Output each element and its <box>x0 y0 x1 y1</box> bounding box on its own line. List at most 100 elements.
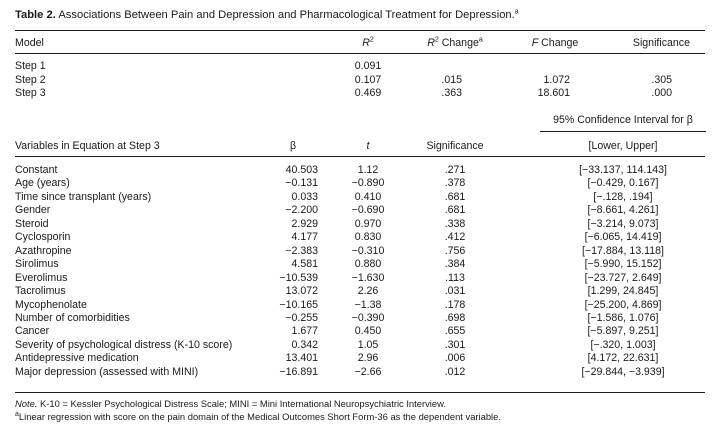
header-variables: Variables in Equation at Step 3 <box>15 140 160 152</box>
variable-beta: 0.033 <box>291 190 318 203</box>
header-significance-2: Significance <box>426 140 484 152</box>
variable-significance: .006 <box>444 352 466 365</box>
variable-ci: [−1.586, 1.076] <box>587 311 659 324</box>
variable-ci: [−17.884, 13.118] <box>582 244 664 257</box>
variable-beta: −10.165 <box>279 298 318 311</box>
variable-t: 0.450 <box>354 325 382 338</box>
variable-beta: −16.891 <box>279 365 318 378</box>
variable-significance: .756 <box>444 244 466 257</box>
variable-beta: 40.503 <box>285 164 318 176</box>
variable-name: Number of comorbidities <box>15 311 130 324</box>
variable-significance: .384 <box>444 258 466 271</box>
variable-name: Cancer <box>15 325 50 338</box>
variable-ci: [4.172, 22.631] <box>587 352 659 365</box>
variable-ci: [−33.137, 114.143] <box>579 164 667 176</box>
variable-t: 1.12 <box>357 164 379 176</box>
variable-beta: 13.401 <box>285 352 318 365</box>
variable-name: Time since transplant (years) <box>15 190 152 203</box>
header-rule <box>15 53 705 54</box>
variable-name: Mycophenolate <box>15 298 87 311</box>
table-title: Table 2. Associations Between Pain and D… <box>15 8 519 21</box>
variable-t: −0.890 <box>351 177 385 190</box>
variable-significance: .655 <box>444 325 466 338</box>
variable-t: −2.66 <box>354 365 382 378</box>
variable-ci: [−29.844, −3.939] <box>581 365 665 378</box>
variable-beta: 4.177 <box>291 231 318 244</box>
variable-t: −1.630 <box>351 271 385 284</box>
variable-name: Tacrolimus <box>15 285 66 298</box>
table-number: Table 2. <box>15 9 56 21</box>
header-r2-change: R2 Changea <box>427 36 483 49</box>
header-significance: Significance <box>632 37 690 49</box>
variable-ci: [−6.065, 14.419] <box>584 231 662 244</box>
variable-beta: 4.581 <box>291 258 318 271</box>
variable-name: Everolimus <box>15 271 68 284</box>
step-r2-change: .015 <box>441 73 462 86</box>
variable-t: 0.410 <box>354 190 382 203</box>
variable-name: Severity of psychological distress (K-10… <box>15 338 233 351</box>
header-model: Model <box>15 37 44 49</box>
ci-header-rule <box>540 131 706 132</box>
variable-name: Major depression (assessed with MINI) <box>15 365 199 378</box>
variable-ci: [−5.897, 9.251] <box>587 325 659 338</box>
variable-name: Azathropine <box>15 244 72 257</box>
variable-t: −1.38 <box>354 298 382 311</box>
variable-t: 2.26 <box>357 285 379 298</box>
variable-t: 0.970 <box>354 217 382 230</box>
variable-significance: .378 <box>444 177 466 190</box>
step-significance: .305 <box>651 73 672 86</box>
variable-beta: −0.131 <box>285 177 318 190</box>
header-ci-bounds: [Lower, Upper] <box>588 140 658 152</box>
step-r2: 0.091 <box>354 60 382 72</box>
variable-ci: [−8.661, 4.261] <box>587 204 659 217</box>
variable-significance: .681 <box>444 190 466 203</box>
variable-name: Antidepressive medication <box>15 352 139 365</box>
footnote-note: Note. K-10 = Kessler Psychological Distr… <box>15 398 446 409</box>
variable-name: Sirolimus <box>15 258 59 271</box>
variable-name: Constant <box>15 164 58 176</box>
variable-significance: .681 <box>444 204 466 217</box>
ci-header: 95% Confidence Interval for β <box>553 114 693 126</box>
variable-beta: −0.255 <box>285 311 318 324</box>
footnote-a: aLinear regression with score on the pai… <box>15 410 501 422</box>
variable-beta: 0.342 <box>291 338 318 351</box>
variable-t: −0.310 <box>351 244 385 257</box>
step-r2-change: .363 <box>441 87 462 99</box>
variable-name: Age (years) <box>15 177 70 190</box>
variable-beta: 1.677 <box>291 325 318 338</box>
step-model: Step 2 <box>15 73 46 86</box>
variable-ci: [−3.214, 9.073] <box>587 217 659 230</box>
variable-ci: [−23.727, 2.649] <box>584 271 662 284</box>
variable-beta: −2.200 <box>285 204 318 217</box>
variable-significance: .338 <box>444 217 466 230</box>
variable-name: Gender <box>15 204 51 217</box>
variable-name: Cyclosporin <box>15 231 71 244</box>
header-t: t <box>366 140 370 152</box>
step-model: Step 3 <box>15 87 46 99</box>
header-r2: R2 <box>362 36 374 49</box>
variable-t: 2.96 <box>357 352 379 365</box>
variable-beta: 13.072 <box>285 285 318 298</box>
variable-significance: .271 <box>444 164 466 176</box>
step-r2: 0.107 <box>354 73 382 86</box>
variable-t: 1.05 <box>357 338 379 351</box>
variable-ci: [−.320, 1.003] <box>590 338 656 351</box>
variable-name: Steroid <box>15 217 49 230</box>
variable-significance: .031 <box>444 285 466 298</box>
variable-significance: .412 <box>444 231 466 244</box>
header-beta: β <box>289 140 297 152</box>
step-model: Step 1 <box>15 60 46 72</box>
table-caption: Associations Between Pain and Depression… <box>55 9 515 21</box>
variable-beta: 2.929 <box>291 217 318 230</box>
variable-ci: [−25.200, 4.869] <box>584 298 662 311</box>
step-f-change: 1.072 <box>543 73 570 86</box>
variable-ci: [1.299, 24.845] <box>587 285 659 298</box>
variable-t: 0.830 <box>354 231 382 244</box>
title-footnote-mark: a <box>514 8 519 16</box>
variable-beta: −2.383 <box>285 244 318 257</box>
variable-t: −0.690 <box>351 204 385 217</box>
header-f-change: F Change <box>531 37 579 49</box>
step-significance: .000 <box>651 87 672 99</box>
variable-significance: .113 <box>445 271 465 284</box>
variable-ci: [−0.429, 0.167] <box>587 177 659 190</box>
